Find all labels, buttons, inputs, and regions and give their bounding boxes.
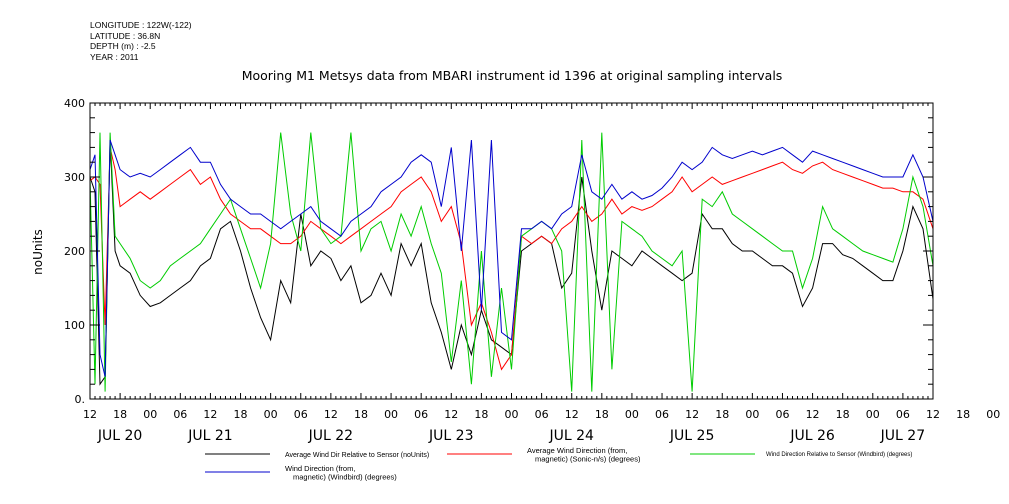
y-tick-label: 400: [64, 97, 85, 110]
y-tick-label: 100: [64, 319, 85, 332]
x-tick-label: 18: [836, 408, 850, 421]
chart-title: Mooring M1 Metsys data from MBARI instru…: [242, 68, 783, 83]
x-day-label: JUL 26: [789, 428, 835, 444]
y-axis-label: noUnits: [31, 229, 45, 275]
x-day-label: JUL 20: [97, 428, 142, 444]
legend: Average Wind Dir Relative to Sensor (noU…: [205, 446, 912, 482]
x-day-label: JUL 24: [548, 428, 594, 444]
x-tick-label: 18: [354, 408, 368, 421]
x-tick-label: 12: [324, 408, 338, 421]
x-tick-label: 18: [715, 408, 729, 421]
x-day-label: JUL 27: [880, 428, 925, 444]
depth-label: DEPTH (m) : -2.5: [90, 41, 156, 51]
series-line-2: [89, 132, 934, 392]
x-tick-label: 00: [866, 408, 880, 421]
x-tick-label: 00: [264, 408, 278, 421]
plot-lines: [89, 132, 934, 392]
x-tick-label: 06: [535, 408, 549, 421]
x-day-label: JUL 25: [669, 428, 714, 444]
legend-label-2: Wind Direction Relative to Sensor (Windb…: [766, 452, 912, 458]
series-line-3: [89, 139, 934, 377]
metadata-block: LONGITUDE : 122W(-122) LATITUDE : 36.8N …: [90, 20, 192, 62]
series-line-1: [89, 147, 934, 371]
legend-label-3: Wind Direction (from, magnetic) (Windbird…: [285, 464, 397, 482]
x-day-label: JUL 21: [187, 428, 232, 444]
x-tick-label: 18: [595, 408, 609, 421]
y-tick-label: 0.: [75, 393, 86, 406]
x-tick-label: 12: [83, 408, 97, 421]
x-tick-label: 06: [896, 408, 910, 421]
x-tick-label: 12: [203, 408, 217, 421]
y-tick-label: 200: [64, 245, 85, 258]
x-tick-label: 00: [625, 408, 639, 421]
x-tick-label: 00: [745, 408, 759, 421]
y-tick-label: 300: [64, 171, 85, 184]
x-tick-label: 18: [234, 408, 248, 421]
x-tick-label: 18: [474, 408, 488, 421]
x-tick-label: 18: [113, 408, 127, 421]
x-tick-label: 12: [565, 408, 579, 421]
x-tick-label: 06: [655, 408, 669, 421]
x-tick-label: 00: [505, 408, 519, 421]
x-tick-label: 12: [926, 408, 940, 421]
axes: 12 18 00 06 12 18 00 06 12 18 00 06 12 18 00 06 12 18 00 06…: [64, 97, 1000, 444]
x-tick-label: 06: [294, 408, 308, 421]
legend-label-0: Average Wind Dir Relative to Sensor (noU…: [285, 452, 429, 459]
series-line-0: [89, 139, 934, 386]
x-tick-label: 12: [685, 408, 699, 421]
x-tick-label: 12: [444, 408, 458, 421]
year-label: YEAR : 2011: [90, 51, 139, 62]
x-day-label: JUL 22: [308, 428, 353, 444]
x-tick-label: 00: [143, 408, 157, 421]
latitude-label: LATITUDE : 36.8N: [90, 30, 161, 41]
x-tick-label: 06: [414, 408, 428, 421]
x-tick-label: 12: [806, 408, 820, 421]
x-tick-label: 06: [775, 408, 789, 421]
x-tick-label: 00: [384, 408, 398, 421]
x-tick-label: 00: [986, 408, 1000, 421]
longitude-label: LONGITUDE : 122W(-122): [90, 20, 192, 30]
legend-label-1: Average Wind Direction (from, magnetic) (…: [527, 446, 641, 464]
x-tick-label: 06: [173, 408, 187, 421]
x-tick-label: 18: [956, 408, 970, 421]
x-day-label: JUL 23: [428, 428, 473, 444]
